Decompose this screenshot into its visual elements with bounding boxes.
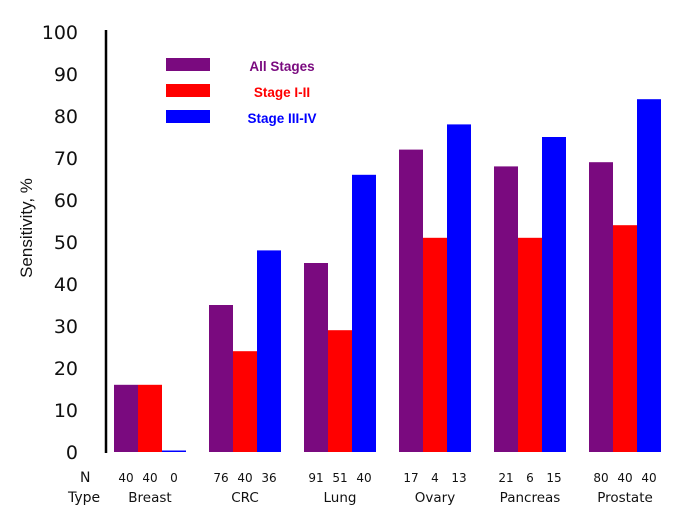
category-label: Breast xyxy=(128,490,171,506)
y-tick-label: 80 xyxy=(54,106,78,128)
bar xyxy=(494,166,518,452)
n-value-label: 91 xyxy=(308,471,323,485)
bar xyxy=(399,149,423,452)
n-value-label: 6 xyxy=(526,471,534,485)
n-value-label: 40 xyxy=(617,471,632,485)
n-value-label: 40 xyxy=(142,471,157,485)
y-tick-label: 40 xyxy=(54,274,78,296)
legend-label: Stage III-IV xyxy=(247,111,316,126)
y-tick-label: 70 xyxy=(54,148,78,170)
bar xyxy=(589,162,613,452)
n-value-label: 36 xyxy=(261,471,276,485)
y-tick-label: 100 xyxy=(42,22,78,44)
legend-swatch xyxy=(166,58,210,71)
legend-label: All Stages xyxy=(249,59,314,74)
bar xyxy=(447,124,471,453)
n-value-label: 40 xyxy=(118,471,133,485)
category-label: Pancreas xyxy=(500,490,561,506)
y-tick-label: 10 xyxy=(54,400,78,422)
n-value-label: 40 xyxy=(356,471,371,485)
bar xyxy=(423,237,447,452)
bar xyxy=(613,225,637,452)
n-value-label: 0 xyxy=(170,471,178,485)
y-tick-label: 0 xyxy=(66,442,78,464)
type-row-label: Type xyxy=(67,490,100,506)
category-label: Ovary xyxy=(415,490,455,506)
bar xyxy=(542,137,566,452)
n-value-label: 21 xyxy=(498,471,513,485)
bar xyxy=(518,237,542,452)
bar xyxy=(352,174,376,453)
n-value-label: 15 xyxy=(546,471,561,485)
category-labels: Breast CRC Lung Ovary Pancreas Prostate xyxy=(128,490,653,506)
legend-swatch xyxy=(166,84,210,97)
n-values: 40 40 0 76 40 36 91 51 40 17 4 13 21 6 15 80 40 40 xyxy=(118,471,656,485)
legend-label: Stage I-II xyxy=(254,85,310,100)
bar xyxy=(304,263,328,452)
bar xyxy=(209,305,233,452)
bar xyxy=(114,384,138,452)
y-axis: 0 10 20 30 40 50 60 70 80 90 100 xyxy=(42,22,108,464)
legend: All Stages Stage I-II Stage III-IV xyxy=(166,58,317,126)
n-value-label: 80 xyxy=(593,471,608,485)
bar xyxy=(257,250,281,452)
n-value-label: 40 xyxy=(237,471,252,485)
n-value-label: 76 xyxy=(213,471,228,485)
bar xyxy=(637,99,661,452)
bar xyxy=(162,450,186,452)
bar xyxy=(233,351,257,452)
y-tick-label: 90 xyxy=(54,64,78,86)
n-value-label: 51 xyxy=(332,471,347,485)
n-value-label: 13 xyxy=(451,471,466,485)
y-axis-title: Sensitivity, % xyxy=(17,178,36,278)
n-value-label: 17 xyxy=(403,471,418,485)
n-value-label: 4 xyxy=(431,471,439,485)
category-label: Prostate xyxy=(597,490,653,506)
bars xyxy=(114,99,661,453)
bar xyxy=(328,330,352,452)
bar xyxy=(138,384,162,452)
n-value-label: 40 xyxy=(641,471,656,485)
legend-swatch xyxy=(166,110,210,123)
y-tick-label: 50 xyxy=(54,232,78,254)
category-label: CRC xyxy=(231,490,259,506)
y-tick-label: 60 xyxy=(54,190,78,212)
y-tick-label: 20 xyxy=(54,358,78,380)
n-row-label: N xyxy=(80,470,90,486)
y-tick-label: 30 xyxy=(54,316,78,338)
category-label: Lung xyxy=(324,490,357,506)
